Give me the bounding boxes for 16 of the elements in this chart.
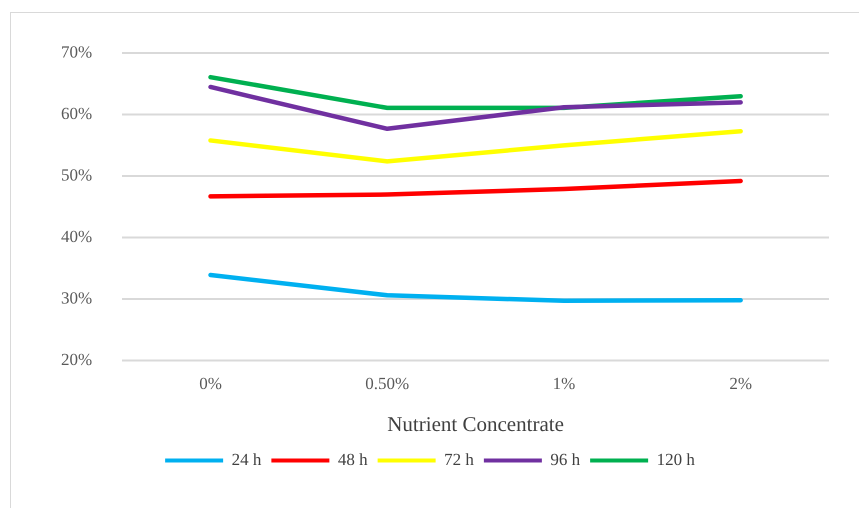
y-tick-label: 50% [60,166,92,185]
y-tick-label: 20% [60,350,92,369]
legend-label: 120 h [656,450,696,469]
y-tick-label: 60% [60,104,92,124]
legend-label: 72 h [444,450,474,469]
legend-label: 24 h [232,450,262,469]
y-tick-label: 40% [60,226,92,246]
x-tick-label: 2% [729,374,752,394]
y-tick-label: 30% [60,288,92,308]
x-tick-label: 0% [199,374,222,394]
legend-label: 48 h [338,450,368,469]
x-axis-title: Nutrient Concentrate [387,412,564,436]
x-tick-label: 0.50% [365,374,410,394]
legend-label: 96 h [550,450,581,469]
y-tick-label: 70% [60,42,92,62]
x-tick-label: 1% [552,374,576,394]
